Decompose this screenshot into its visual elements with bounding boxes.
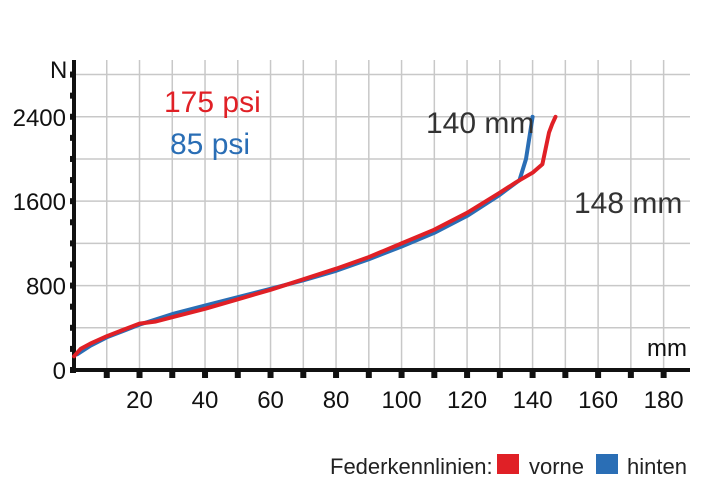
series-line-vorne (72, 114, 558, 359)
x-tick (496, 368, 503, 378)
axes (72, 60, 690, 372)
legend-label-hinten: hinten (627, 454, 687, 479)
y-tick (70, 367, 76, 373)
x-tick-label: 140 (513, 387, 553, 414)
x-tick-label: 160 (578, 387, 618, 414)
x-tick (136, 368, 143, 378)
x-tick-label: 40 (192, 387, 219, 414)
y-tick (70, 282, 76, 289)
y-tick (70, 219, 76, 226)
y-tick (70, 177, 76, 184)
x-tick-label: 120 (447, 387, 487, 414)
legend-swatch-hinten (596, 454, 618, 474)
x-tick (627, 368, 634, 378)
y-tick (70, 113, 76, 120)
x-tick (562, 368, 569, 378)
x-axis-unit: mm (647, 335, 687, 362)
x-tick-label: 80 (323, 387, 350, 414)
y-tick (70, 71, 76, 78)
legend-title: Federkennlinien: (330, 454, 493, 479)
x-tick (398, 368, 405, 378)
axis-ticks (70, 71, 667, 378)
y-tick-label: 2400 (13, 105, 66, 132)
legend-swatch-vorne (497, 454, 519, 474)
legend-label-vorne: vorne (529, 454, 584, 479)
x-tick-label: 100 (382, 387, 422, 414)
x-tick-label: 60 (257, 387, 284, 414)
y-tick (70, 345, 76, 352)
annotation-travel-rear: 140 mm (426, 107, 534, 140)
x-tick (267, 368, 274, 378)
tick-labels: 20 40 60 80 100 120 140 160 180 0 800 1600 2400 (13, 105, 684, 414)
y-tick (70, 324, 76, 331)
y-tick (70, 92, 76, 99)
x-tick (431, 368, 438, 378)
y-tick-label: 1600 (13, 189, 66, 216)
x-tick-label: 180 (644, 387, 684, 414)
y-tick (70, 240, 76, 247)
annotation-travel-front: 148 mm (574, 187, 682, 220)
x-tick (169, 368, 176, 378)
x-tick (660, 368, 667, 378)
annotation-pressure-front: 175 psi (164, 86, 261, 119)
x-tick (365, 368, 372, 378)
series-layer (72, 114, 558, 359)
x-tick (202, 368, 209, 378)
y-tick (70, 155, 76, 162)
x-tick (234, 368, 241, 378)
series-line-hinten (75, 114, 535, 357)
y-tick (70, 198, 76, 205)
y-tick-label: 800 (26, 274, 66, 301)
x-tick (529, 368, 536, 378)
y-axis-unit: N (50, 57, 67, 84)
x-tick (595, 368, 602, 378)
legend: Federkennlinien: vorne hinten (330, 454, 687, 479)
y-tick-label: 0 (53, 358, 66, 385)
x-tick (103, 368, 110, 378)
annotation-pressure-rear: 85 psi (170, 128, 250, 161)
y-tick (70, 303, 76, 310)
x-tick (464, 368, 471, 378)
x-tick (333, 368, 340, 378)
grid-lines (74, 60, 690, 370)
x-tick-label: 20 (126, 387, 153, 414)
x-tick (300, 368, 307, 378)
y-tick (70, 261, 76, 268)
y-tick (70, 134, 76, 141)
